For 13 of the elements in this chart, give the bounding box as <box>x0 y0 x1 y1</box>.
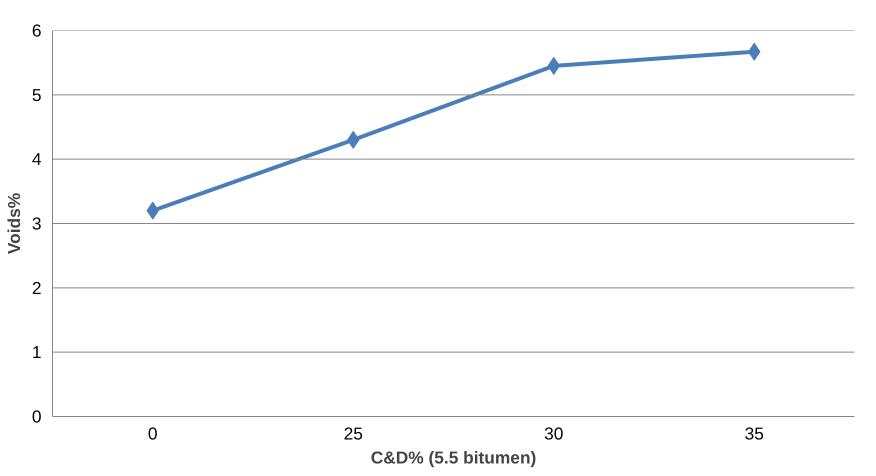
y-tick-label: 5 <box>32 84 42 105</box>
y-tick-label: 2 <box>32 278 42 298</box>
y-axis-title: Voids% <box>4 192 24 254</box>
x-axis-title: C&D% (5.5 bitumen) <box>370 448 536 468</box>
y-tick-label: 1 <box>32 342 42 362</box>
y-tick-label: 4 <box>32 149 42 170</box>
x-tick-label: 0 <box>148 424 158 444</box>
x-tick-label: 25 <box>344 424 363 444</box>
y-tick-label: 0 <box>32 406 42 426</box>
y-tick-label: 3 <box>32 214 42 234</box>
y-tick-label: 6 <box>32 20 42 40</box>
x-tick-label: 35 <box>744 424 764 444</box>
x-tick-label: 30 <box>544 424 564 444</box>
